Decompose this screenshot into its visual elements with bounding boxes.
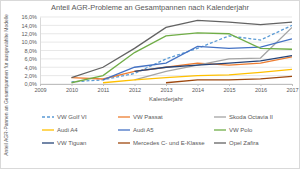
legend-swatch	[118, 142, 130, 143]
x-tick-mark	[166, 84, 167, 86]
y-axis-title: Anteil AGR-Pannen an Gesamtpannen für au…	[3, 14, 9, 156]
title: Anteil AGR-Probleme an Gesamtpannen nach…	[51, 3, 250, 12]
x-tick: 2014	[192, 84, 204, 93]
x-tick-mark	[135, 84, 136, 86]
x-tick-label: 2013	[160, 87, 172, 93]
series-line	[72, 25, 293, 82]
x-tick-label: 2014	[192, 87, 204, 93]
legend-swatch	[214, 116, 226, 117]
legend-item: Skoda Octavia II	[214, 114, 273, 120]
y-tick-label: 2,0%	[24, 73, 37, 79]
legend-item: Audi A5	[118, 127, 154, 133]
y-tick: 10,0%	[21, 39, 40, 45]
legend-swatch	[42, 129, 54, 130]
x-tick-mark	[72, 84, 73, 86]
x-tick-label: 2016	[255, 87, 267, 93]
legend-item: VW Golf VI	[42, 114, 87, 120]
legend-swatch	[42, 116, 54, 117]
grid-line	[40, 25, 292, 26]
legend-item: Mercedes C- und E-Klasse	[118, 140, 205, 146]
x-tick-label: 2009	[34, 87, 46, 93]
y-axis-line	[40, 18, 41, 85]
x-tick: 2009	[34, 84, 46, 93]
y-tick-label: 16,0%	[21, 14, 37, 20]
x-tick-mark	[40, 84, 41, 86]
legend-swatch	[118, 116, 130, 117]
series-line	[72, 33, 293, 83]
y-tick: 4,0%	[24, 65, 40, 71]
x-tick-label: 2015	[223, 87, 235, 93]
x-tick-mark	[198, 84, 199, 86]
y-tick-label: 12,0%	[21, 31, 37, 37]
y-tick-label: 10,0%	[21, 39, 37, 45]
legend-swatch	[42, 142, 54, 143]
legend-label: Opel Zafira	[229, 140, 259, 146]
x-tick: 2010	[66, 84, 78, 93]
legend-label: VW Polo	[229, 127, 253, 133]
x-tick: 2011	[98, 84, 110, 93]
legend-label: Skoda Octavia II	[229, 114, 273, 120]
x-tick-mark	[229, 84, 230, 86]
x-tick: 2015	[223, 84, 235, 93]
series-line	[72, 20, 293, 77]
y-tick: 6,0%	[24, 56, 40, 62]
x-axis-title: Kalenderjahr	[149, 96, 183, 102]
x-tick: 2017	[286, 84, 298, 93]
x-tick-label: 2010	[66, 87, 78, 93]
x-tick: 2013	[160, 84, 172, 93]
x-tick-label: 2012	[129, 87, 141, 93]
y-tick: 8,0%	[24, 48, 40, 54]
legend-label: VW Passat	[133, 114, 163, 120]
legend-swatch	[214, 142, 226, 143]
legend-label: Mercedes C- und E-Klasse	[133, 140, 205, 146]
y-tick: 16,0%	[21, 14, 40, 20]
legend-item: VW Passat	[118, 114, 163, 120]
grid-line	[40, 50, 292, 51]
series-line	[166, 76, 292, 82]
grid-line	[40, 17, 292, 18]
legend-item: VW Polo	[214, 127, 253, 133]
series-line	[103, 69, 292, 82]
legend-label: Audi A4	[57, 127, 78, 133]
legend-label: VW Tiguan	[57, 140, 86, 146]
x-tick-label: 2017	[286, 87, 298, 93]
legend-item: Audi A4	[42, 127, 78, 133]
legend-swatch	[214, 129, 226, 130]
y-tick: 12,0%	[21, 31, 40, 37]
y-tick: 2,0%	[24, 73, 40, 79]
legend: VW Golf VI VW Passat Skoda Octavia II Audi …	[42, 114, 273, 146]
x-axis: 2009 2010 2011 2012 2013 2014 2015 2016 2017	[34, 84, 298, 93]
grid	[40, 17, 292, 84]
series-line	[103, 39, 292, 80]
legend-item: VW Tiguan	[42, 140, 86, 146]
y-tick: 14,0%	[21, 23, 40, 29]
legend-label: Audi A5	[133, 127, 154, 133]
series-line	[135, 56, 293, 72]
x-tick-mark	[292, 84, 293, 86]
legend-label: VW Golf VI	[57, 114, 87, 120]
grid-line	[40, 33, 292, 34]
x-tick: 2012	[129, 84, 141, 93]
x-tick-label: 2011	[98, 87, 110, 93]
y-tick-label: 6,0%	[24, 56, 37, 62]
x-tick-mark	[261, 84, 262, 86]
chart-svg: Anteil AGR-Probleme an Gesamtpannen nach…	[0, 0, 300, 169]
chart-border	[1, 1, 300, 169]
x-axis-line	[41, 85, 293, 87]
legend-item: Opel Zafira	[214, 140, 259, 146]
x-tick: 2016	[255, 84, 267, 93]
chart-container: Anteil AGR-Probleme an Gesamtpannen nach…	[0, 0, 300, 169]
y-tick-label: 4,0%	[24, 65, 37, 71]
grid-line	[40, 42, 292, 43]
y-axis: 0,0%2,0%4,0%6,0%8,0%10,0%12,0%14,0%16,0%	[21, 14, 40, 87]
plot-area	[72, 20, 293, 82]
y-tick-label: 14,0%	[21, 23, 37, 29]
x-tick-mark	[103, 84, 104, 86]
legend-swatch	[118, 129, 130, 130]
y-tick-label: 8,0%	[24, 48, 37, 54]
